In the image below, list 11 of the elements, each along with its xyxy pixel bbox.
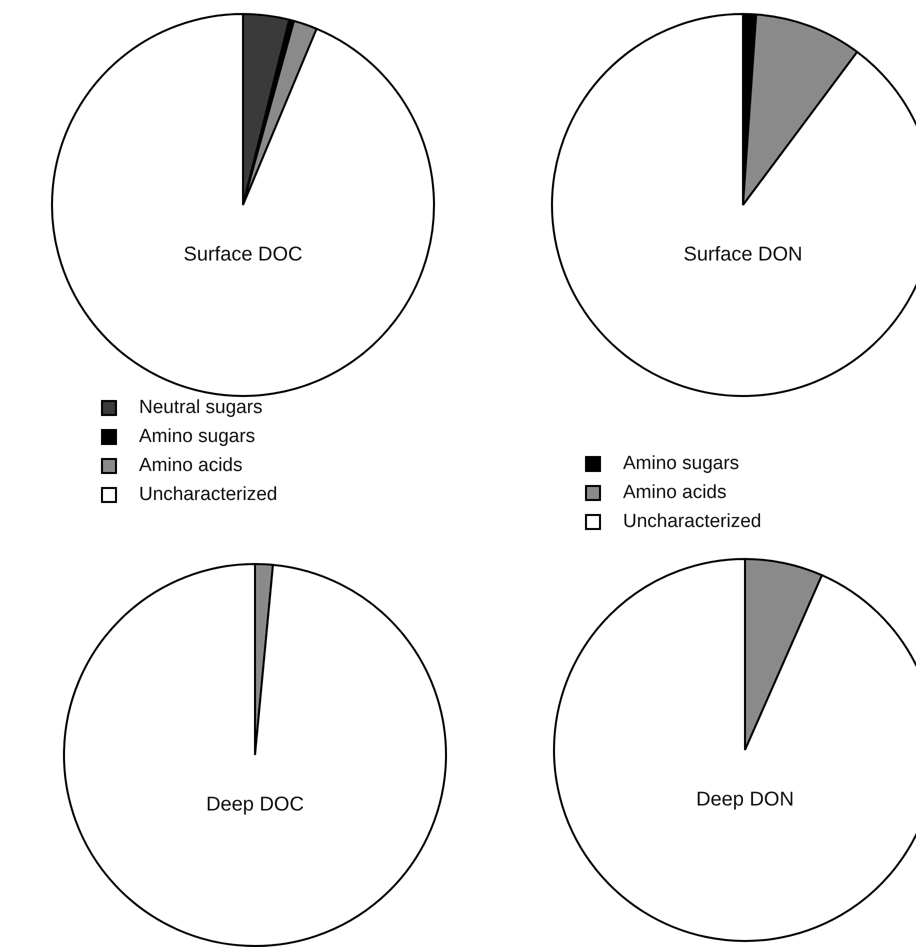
legend-label: Uncharacterized bbox=[623, 510, 762, 532]
legend-label: Amino sugars bbox=[139, 426, 256, 448]
legend-label: Amino sugars bbox=[623, 452, 740, 474]
text: Deep DON bbox=[696, 788, 794, 811]
text: Surface DOC bbox=[184, 244, 302, 266]
legend-label: Neutral sugars bbox=[139, 396, 263, 418]
legend-label: Amino acids bbox=[139, 454, 242, 476]
text: Surface DON bbox=[684, 244, 802, 266]
text: Deep DOC bbox=[206, 794, 304, 816]
legend-label: Uncharacterized bbox=[139, 484, 278, 506]
legend-label: Amino acids bbox=[623, 482, 726, 504]
